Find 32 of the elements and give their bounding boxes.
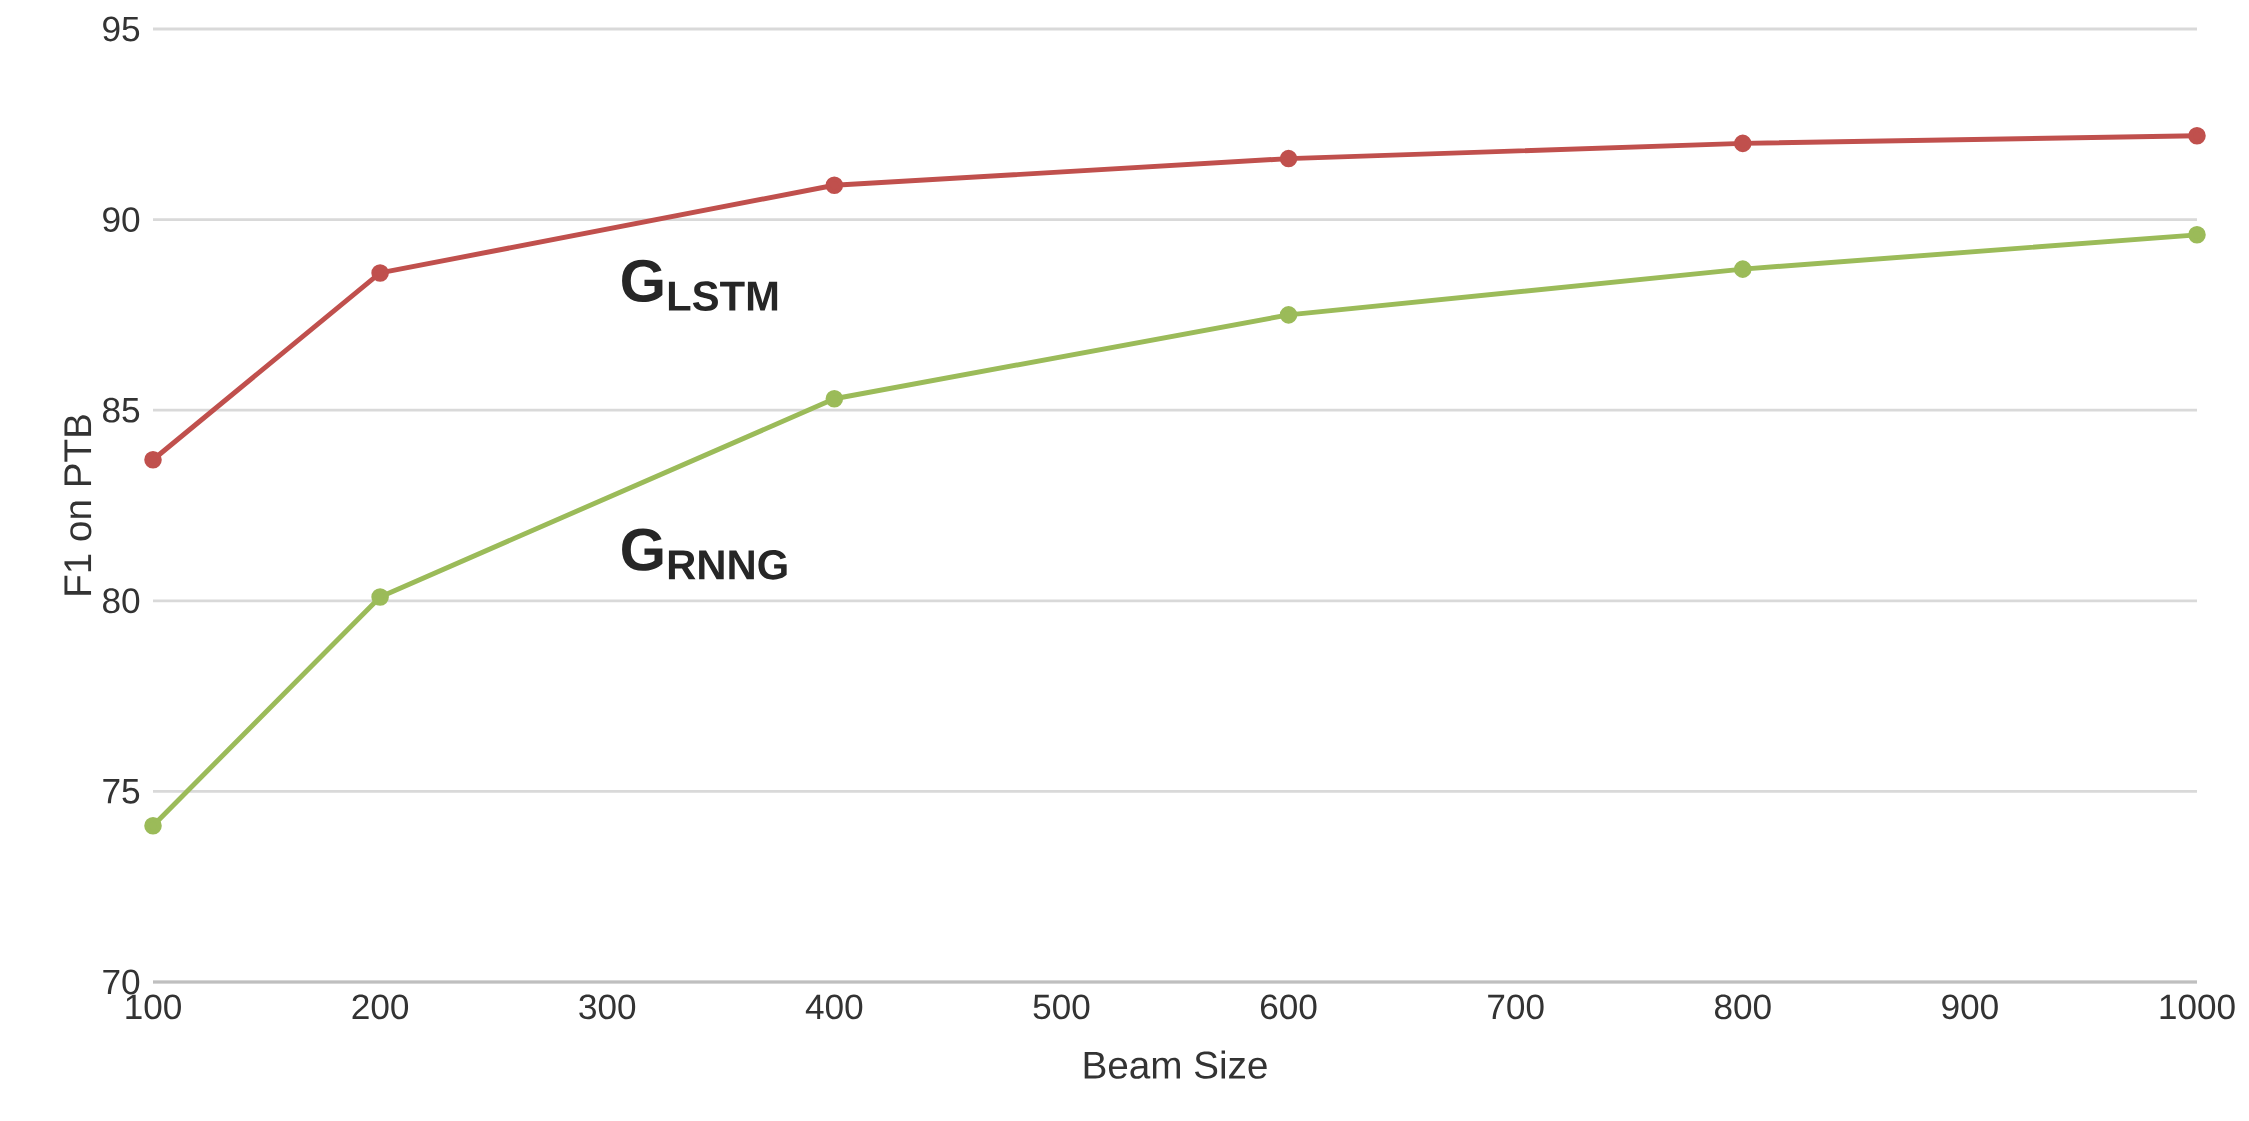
x-tick-label: 200	[352, 994, 409, 1020]
point	[371, 588, 389, 606]
x-tick-label: 500	[1033, 994, 1090, 1020]
x-tick-label: 900	[1942, 994, 1998, 1020]
point	[1733, 134, 1752, 153]
y-tick-label: 80	[103, 588, 140, 614]
point	[1279, 306, 1298, 324]
point	[825, 389, 844, 408]
y-tick-label: 95	[103, 16, 140, 42]
x-axis-title: Beam Size	[1084, 1050, 1267, 1079]
point	[825, 176, 844, 195]
x-tick-label: 1000	[2160, 994, 2235, 1020]
point	[2188, 226, 2206, 244]
y-tick-label: 90	[103, 207, 140, 233]
x-tick-label: 300	[579, 994, 636, 1020]
point	[144, 816, 162, 835]
series-label: G$_{LSTM}$	[622, 259, 778, 311]
y-axis-title: F1 on PTB	[64, 415, 92, 595]
point	[1733, 260, 1752, 278]
x-tick-label: 100	[126, 994, 181, 1020]
point	[371, 264, 389, 282]
x-tick-label: 800	[1714, 994, 1771, 1020]
x-tick-label: 400	[805, 994, 863, 1020]
point	[1279, 149, 1298, 168]
point	[144, 450, 162, 469]
y-tick-label: 70	[103, 969, 140, 995]
y-tick-label: 85	[103, 397, 140, 423]
y-tick-label: 75	[103, 779, 140, 804]
point	[2188, 126, 2206, 145]
x-tick-label: 700	[1488, 994, 1544, 1020]
series-label: G$_{RNNG}$	[622, 528, 787, 580]
x-tick-label: 600	[1260, 994, 1317, 1020]
